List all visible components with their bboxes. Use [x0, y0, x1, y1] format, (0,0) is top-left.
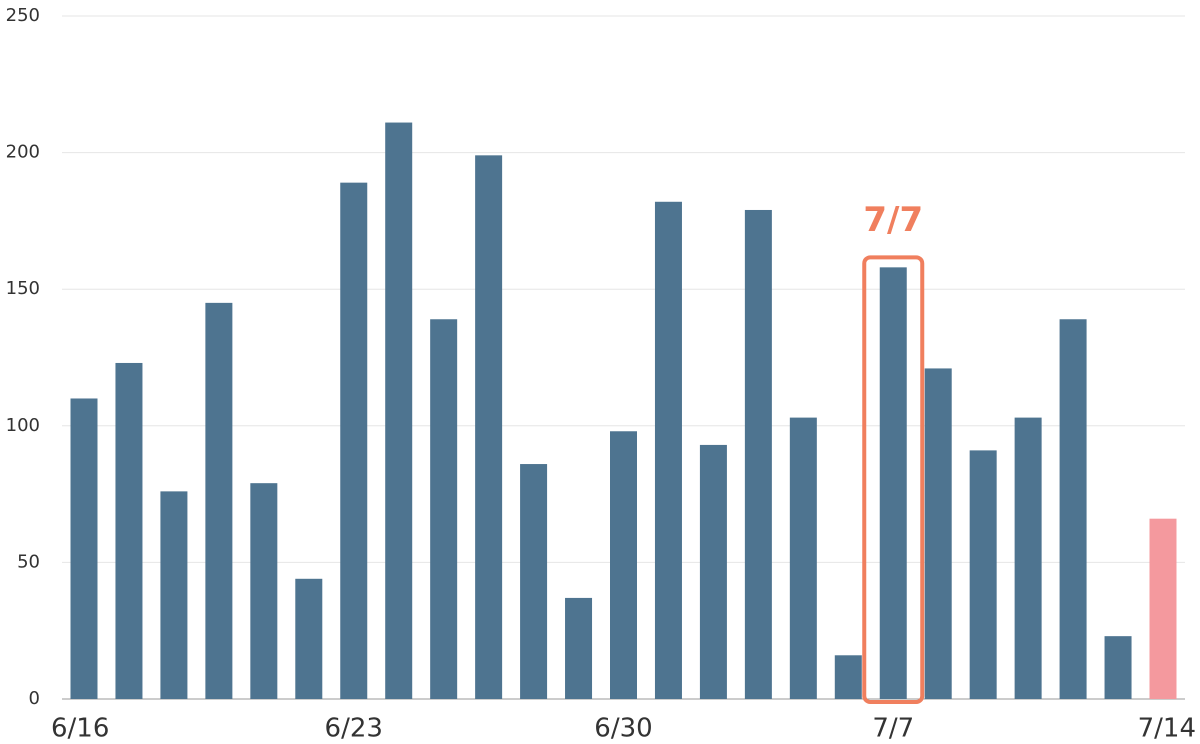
bar	[879, 267, 907, 699]
bar	[295, 578, 323, 699]
y-tick-label: 0	[29, 688, 40, 709]
y-tick-label: 100	[6, 415, 40, 436]
y-tick-label: 200	[6, 142, 40, 163]
bar	[834, 655, 862, 699]
y-tick-label: 250	[6, 5, 40, 26]
bar	[475, 155, 503, 699]
x-tick-label: 6/30	[594, 714, 652, 744]
bar	[610, 431, 637, 699]
bar	[1149, 518, 1177, 699]
bar	[430, 319, 458, 699]
bar	[340, 182, 368, 700]
x-tick-label: 6/16	[51, 714, 109, 744]
bar	[969, 450, 997, 699]
bar	[699, 444, 727, 699]
bar	[1014, 417, 1042, 699]
bar	[924, 368, 952, 699]
bar	[385, 122, 413, 700]
bar	[744, 209, 772, 700]
bar	[70, 398, 98, 699]
bar	[115, 362, 143, 699]
highlight-box	[862, 255, 925, 704]
bar	[205, 302, 233, 699]
bar	[1059, 319, 1087, 699]
bar	[520, 464, 548, 699]
bar	[654, 201, 682, 699]
x-tick-label: 6/23	[325, 714, 383, 744]
bar	[565, 597, 593, 699]
x-tick-label: 7/14	[1138, 714, 1196, 744]
bar	[250, 483, 278, 699]
bar	[1104, 636, 1132, 699]
bar	[789, 417, 817, 699]
x-tick-label: 7/7	[872, 714, 914, 744]
y-tick-label: 150	[6, 278, 40, 299]
y-tick-label: 50	[17, 551, 40, 572]
annotation: 7/7	[863, 200, 923, 240]
bar	[160, 491, 188, 699]
